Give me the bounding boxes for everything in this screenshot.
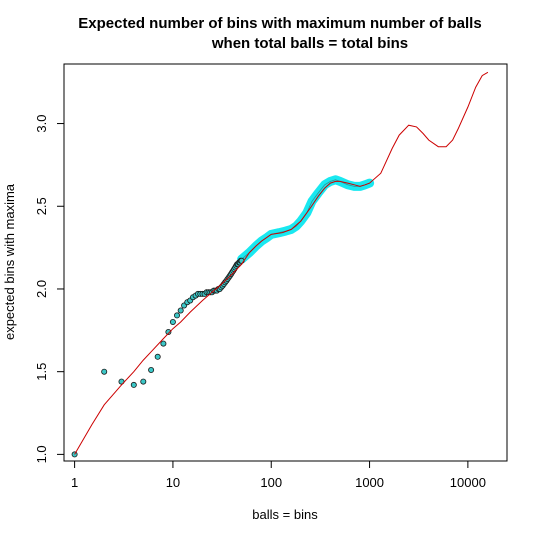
x-axis-label: balls = bins	[252, 507, 318, 522]
y-tick-label: 1.5	[34, 363, 49, 381]
data-point	[154, 353, 161, 360]
x-tick-label: 1000	[355, 475, 384, 490]
data-point	[160, 340, 167, 347]
x-tick-label: 10	[166, 475, 180, 490]
data-point	[101, 368, 108, 375]
cyan-band	[237, 175, 375, 264]
data-point	[177, 307, 184, 314]
data-point	[173, 312, 180, 319]
y-tick-label: 2.0	[34, 280, 49, 298]
data-point	[148, 366, 155, 373]
y-tick-label: 3.0	[34, 115, 49, 133]
data-point	[169, 318, 176, 325]
data-point	[165, 328, 172, 335]
plot-frame	[63, 63, 508, 462]
y-axis: 1.0 1.5 2.0 2.5 3.0	[34, 115, 65, 463]
band-layer	[237, 175, 375, 264]
chart-title-line2: when total balls = total bins	[211, 35, 408, 52]
data-point	[130, 381, 137, 388]
points-layer	[71, 257, 245, 458]
y-tick-label: 1.0	[34, 445, 49, 463]
chart-title-line1: Expected number of bins with maximum num…	[78, 15, 481, 32]
x-tick-label: 1	[71, 475, 78, 490]
x-axis: 1 10 100 1000 10000	[71, 460, 486, 490]
y-tick-label: 2.5	[34, 197, 49, 215]
red-curve	[74, 71, 489, 455]
line-layer	[74, 71, 489, 455]
x-tick-label: 100	[260, 475, 282, 490]
data-point	[140, 378, 147, 385]
x-tick-label: 10000	[450, 475, 486, 490]
y-axis-label: expected bins with maxima	[2, 183, 17, 340]
